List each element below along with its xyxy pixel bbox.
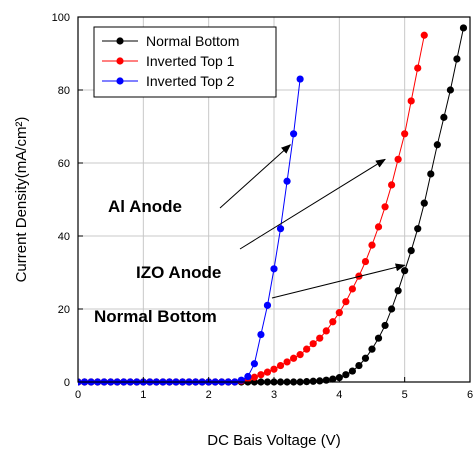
data-point (453, 55, 461, 63)
legend-marker (116, 57, 124, 65)
data-point (407, 247, 415, 255)
data-point (303, 345, 311, 353)
data-point (309, 340, 317, 348)
x-tick-label: 4 (336, 389, 342, 401)
data-point (361, 354, 370, 362)
data-point (381, 321, 389, 330)
y-tick-label: 0 (64, 377, 70, 389)
annotation-arrow (219, 144, 292, 209)
data-point (270, 365, 278, 373)
x-tick-label: 3 (271, 389, 277, 401)
data-point (270, 265, 278, 273)
data-point (276, 361, 285, 370)
y-tick-label: 60 (58, 158, 70, 170)
data-point (250, 373, 258, 381)
y-tick-label: 100 (52, 12, 70, 24)
data-point (388, 305, 396, 313)
data-point (355, 361, 363, 370)
data-point (374, 223, 383, 231)
data-point (290, 354, 298, 362)
x-axis-title: DC Bais Voltage (V) (207, 432, 340, 449)
data-point (263, 301, 272, 309)
annotations: Al Anode IZO Anode Normal Bottom (94, 144, 406, 326)
x-tick-label: 5 (402, 389, 408, 401)
data-point (342, 298, 350, 306)
data-point (394, 287, 402, 295)
data-point (276, 225, 285, 233)
data-point (257, 330, 265, 339)
annotation-label: Normal Bottom (94, 307, 217, 326)
data-point (309, 377, 317, 385)
data-point (335, 309, 343, 317)
data-point (348, 367, 356, 375)
data-point (427, 170, 435, 178)
legend-box (93, 26, 277, 98)
annotation-label: IZO Anode (136, 263, 221, 282)
data-point (316, 377, 324, 385)
data-point (283, 358, 291, 366)
y-axis-title: Current Density(mA/cm²) (13, 117, 30, 283)
data-point (263, 368, 272, 376)
data-point (401, 130, 409, 138)
legend-marker (116, 37, 124, 45)
data-point (401, 267, 409, 275)
x-tick-label: 1 (140, 389, 146, 401)
data-point (348, 285, 356, 293)
data-point (388, 181, 396, 189)
data-point (368, 241, 376, 249)
data-point (329, 318, 337, 326)
annotation-arrow (239, 158, 386, 250)
legend: Normal Bottom Inverted Top 1 Inverted Top … (93, 26, 277, 98)
data-point (244, 372, 252, 381)
data-point (459, 24, 468, 32)
data-point (250, 360, 258, 368)
data-point (361, 257, 370, 266)
data-point (440, 113, 448, 121)
data-point (420, 31, 428, 39)
data-point (342, 371, 350, 379)
annotation-arrow (271, 263, 406, 299)
data-point (420, 199, 428, 207)
data-point (433, 141, 441, 149)
data-point (322, 327, 330, 335)
data-point (368, 345, 376, 353)
data-point (237, 376, 245, 384)
data-point (394, 155, 402, 163)
legend-marker (116, 77, 124, 85)
legend-label: Normal Bottom (146, 33, 239, 49)
data-point (322, 376, 330, 384)
x-tick-label: 6 (467, 389, 473, 401)
y-tick-label: 80 (58, 85, 70, 97)
legend-label: Inverted Top 1 (146, 53, 235, 69)
data-point (407, 97, 415, 105)
data-point (316, 334, 324, 342)
data-point (414, 64, 422, 72)
data-point (381, 203, 389, 211)
data-point (329, 375, 337, 383)
data-point (257, 371, 265, 379)
x-tick-label: 0 (75, 389, 81, 401)
data-point (414, 225, 422, 233)
data-point (290, 130, 298, 138)
data-point (296, 75, 304, 83)
data-point (374, 334, 383, 342)
legend-label: Inverted Top 2 (146, 73, 235, 89)
annotation-label: Al Anode (108, 197, 182, 216)
data-point (283, 177, 291, 185)
y-tick-label: 40 (58, 231, 70, 243)
series-line (78, 79, 301, 383)
data-point (296, 351, 304, 359)
x-tick-label: 2 (206, 389, 212, 401)
y-tick-label: 20 (58, 304, 70, 316)
data-point (446, 86, 454, 94)
